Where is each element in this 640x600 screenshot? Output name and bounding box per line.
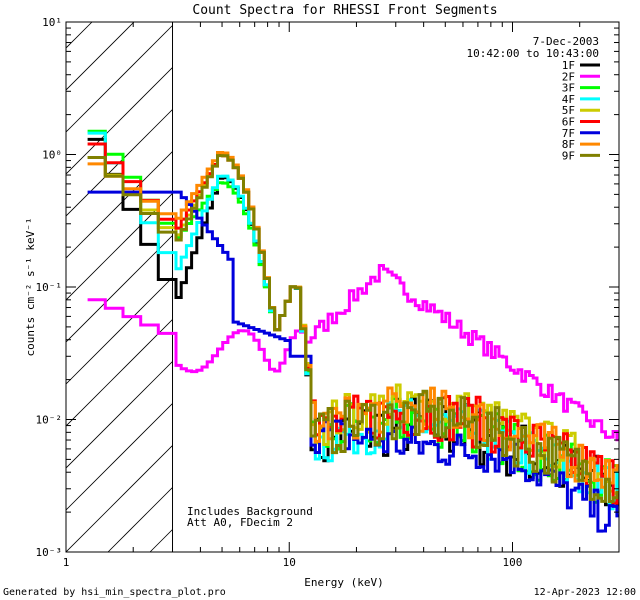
legend-label: 6F xyxy=(562,116,575,129)
series-line-2F xyxy=(87,264,619,442)
chart-title: Count Spectra for RHESSI Front Segments xyxy=(192,3,497,18)
hatch-line xyxy=(66,22,177,133)
y-tick-label: 10⁰ xyxy=(42,149,62,162)
x-tick-label: 100 xyxy=(503,556,523,569)
time-range-label: 10:42:00 to 10:43:00 xyxy=(467,47,599,60)
y-tick-label: 10⁻² xyxy=(36,414,63,427)
date-label: 7-Dec-2003 xyxy=(533,35,599,48)
y-tick-label: 10⁻³ xyxy=(36,546,63,559)
legend-label: 1F xyxy=(562,59,575,72)
footer-generated-by: Generated by hsi_min_spectra_plot.pro xyxy=(3,587,226,598)
legend-label: 2F xyxy=(562,70,575,83)
legend-label: 5F xyxy=(562,104,575,117)
y-axis-label: counts cm⁻² s⁻¹ keV⁻¹ xyxy=(24,217,37,356)
series-line-3F xyxy=(87,129,619,506)
legend-label: 7F xyxy=(562,127,575,140)
annotation-background: Includes Background xyxy=(187,505,313,518)
x-axis-label: Energy (keV) xyxy=(304,576,383,589)
legend-label: 4F xyxy=(562,93,575,106)
legend-label: 3F xyxy=(562,82,575,95)
hatch-line xyxy=(66,22,219,175)
annotation-attenuator: Att A0, FDecim 2 xyxy=(187,516,293,529)
x-tick-label: 1 xyxy=(63,556,70,569)
series-line-9F xyxy=(87,154,619,503)
series-line-8F xyxy=(87,151,619,489)
legend-label: 8F xyxy=(562,138,575,151)
legend-label: 9F xyxy=(562,149,575,162)
x-tick-label: 10 xyxy=(283,556,296,569)
hatch-line xyxy=(66,22,261,217)
y-tick-label: 10⁻¹ xyxy=(36,281,63,294)
y-tick-label: 10¹ xyxy=(42,16,62,29)
footer-date: 12-Apr-2023 12:00 xyxy=(534,587,636,598)
